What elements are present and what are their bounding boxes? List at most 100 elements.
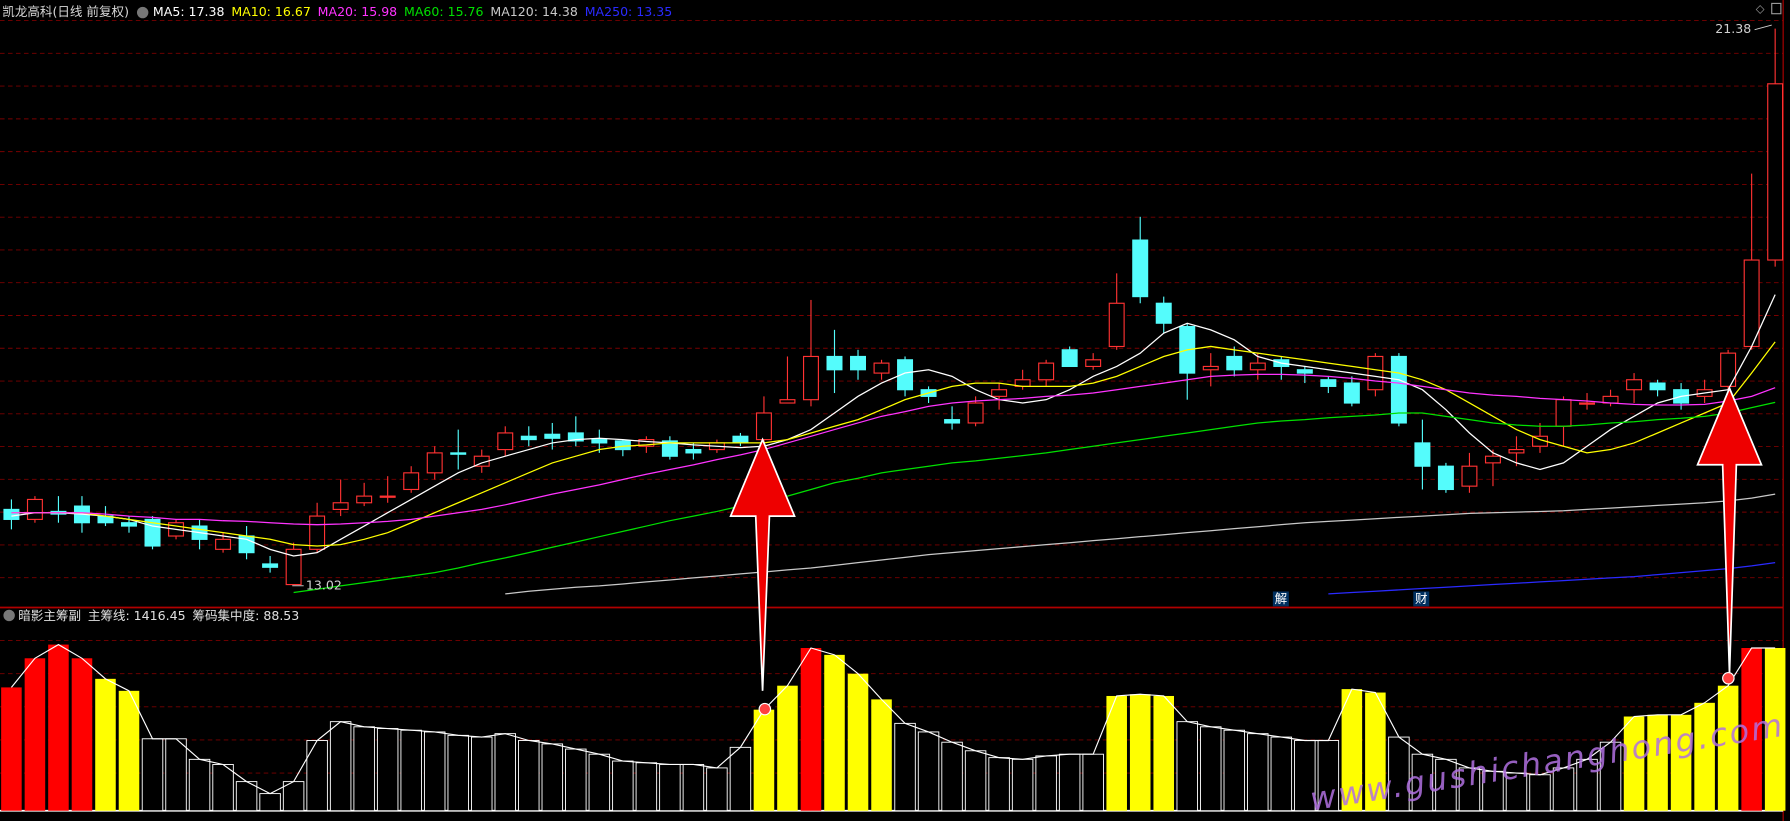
ma-line [1328, 561, 1776, 595]
indicator-bar [729, 746, 752, 812]
indicator-bar [1223, 729, 1246, 812]
indicator-bar [894, 722, 916, 812]
chart-title: 凯龙高科(日线 前复权) [2, 4, 129, 19]
candle-body [1226, 355, 1243, 371]
indicator-bar [141, 738, 164, 812]
indicator-bar [1670, 714, 1692, 811]
candle-body [356, 495, 373, 504]
indicator-bar [188, 758, 211, 812]
candle-body [309, 515, 326, 550]
indicator-bar [494, 733, 516, 812]
indicator-bar [48, 644, 69, 811]
indicator-bar [635, 762, 658, 812]
candle-body [567, 432, 584, 442]
indicator-bar [1717, 685, 1739, 811]
indicator-bar [1011, 758, 1034, 812]
ma-line [505, 493, 1776, 595]
window-button[interactable] [1771, 2, 1782, 15]
indicator-bar [212, 764, 234, 812]
indicator-bar [941, 741, 963, 812]
indicator-bar [376, 728, 399, 812]
candle-body [1579, 402, 1596, 405]
candle-body [379, 495, 396, 498]
indicator-bar [24, 658, 46, 811]
candle-body [638, 439, 655, 447]
indicator-bar [1741, 648, 1762, 811]
indicator-bar [1106, 695, 1127, 811]
indicator-bar [659, 764, 681, 812]
indicator-bar [612, 760, 634, 812]
legend-entry: MA120: 14.38 [490, 4, 577, 19]
candle-body [614, 440, 631, 451]
indicator-bar [1200, 726, 1222, 812]
candle-body [897, 359, 914, 391]
indicator-bar [871, 699, 892, 811]
legend-entry: MA5: 17.38 [153, 4, 225, 19]
candle-body [3, 508, 20, 520]
indicator-bar [71, 658, 93, 811]
candle-body [661, 440, 678, 457]
indicator-bar [988, 757, 1010, 812]
indicator-bar [1035, 755, 1057, 812]
ma-line [293, 401, 1776, 594]
candle-body [520, 435, 537, 441]
header: 凯龙高科(日线 前复权) MA5: 17.38 MA10: 16.67 MA20: 1… [2, 4, 672, 19]
legend-entry: MA60: 15.76 [404, 4, 484, 19]
settings-icon[interactable] [136, 6, 149, 19]
annotation-arrow [1754, 24, 1772, 31]
candle-body [1296, 369, 1313, 374]
candle-body [873, 362, 890, 374]
candle-body [450, 452, 467, 455]
event-marker-bg [1272, 591, 1289, 607]
candle-body [1508, 448, 1525, 454]
candle-body [121, 522, 137, 527]
indicator-panel: 暗影主筹副 主筹线: 1416.45 筹码集中度: 88.53 [1, 608, 1786, 812]
indicator-bar [1694, 702, 1715, 811]
indicator-bar [1623, 716, 1645, 811]
candle-body [1320, 379, 1337, 387]
indicator-bar [423, 731, 446, 812]
price-panel: 21.38 13.02 解 财 [3, 21, 1784, 607]
indicator-bar [1764, 648, 1786, 811]
candle-body [403, 472, 420, 491]
indicator-bar [353, 726, 375, 812]
candle-body [426, 452, 443, 474]
red-arrow [729, 437, 796, 691]
indicator-bar [400, 729, 422, 812]
event-marker-bg [1413, 591, 1430, 607]
indicator-bar [1647, 714, 1668, 811]
indicator-bar [1058, 753, 1081, 812]
candle-body [755, 412, 772, 441]
candle-body [1108, 302, 1125, 348]
indicator-bar [1270, 736, 1293, 812]
indicator-bar [306, 740, 328, 812]
candle-body [1555, 399, 1572, 427]
candle-body [944, 419, 961, 424]
candle-body [1437, 465, 1454, 491]
candle-body [1249, 362, 1266, 371]
candle-body [850, 355, 867, 371]
settings-icon[interactable] [3, 609, 15, 622]
window-icon[interactable]: ◇ [1756, 2, 1765, 16]
indicator-bar [824, 654, 845, 811]
indicator-label: 主筹线: 1416.45 [88, 608, 186, 623]
candle-body [1414, 442, 1431, 467]
candle-body [1461, 465, 1478, 487]
ma-line [11, 294, 1776, 557]
indicator-bar [706, 767, 728, 812]
candle-body [1649, 382, 1666, 391]
event-marker: 解 [1275, 591, 1288, 606]
indicator-bar [1, 687, 22, 811]
low-annotation: 13.02 [306, 577, 342, 592]
candle-body [1038, 362, 1055, 381]
candle-body [1367, 355, 1384, 391]
indicator-bar [95, 678, 116, 811]
indicator-bar [1129, 694, 1151, 811]
indicator-bar [235, 781, 258, 812]
indicator-bar [682, 764, 705, 812]
event-marker: 财 [1415, 591, 1428, 606]
indicator-bar [329, 721, 352, 812]
legend-entry: MA250: 13.35 [585, 4, 672, 19]
candle-body [991, 389, 1008, 397]
